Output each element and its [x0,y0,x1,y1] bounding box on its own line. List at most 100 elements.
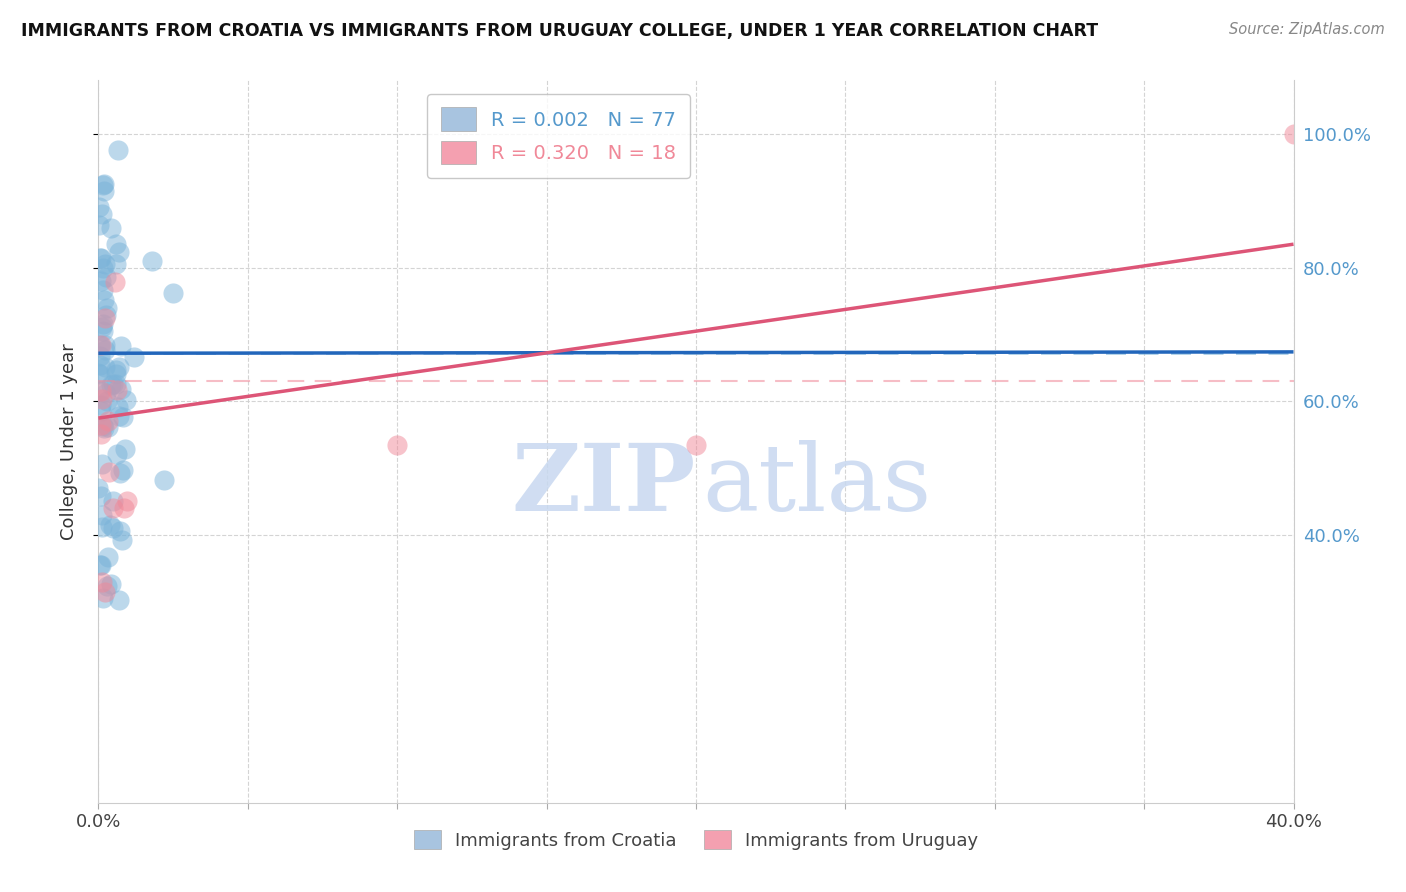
Point [104,367,127,381]
Point [93,293,115,307]
Point [104,376,127,391]
Point [104,362,127,376]
Point [93,184,115,198]
Point [105,383,128,397]
Y-axis label: College, Under 1 year: College, Under 1 year [59,343,77,540]
Point [685,438,707,452]
Point [89,368,111,382]
Point [100,577,122,591]
Point [91,283,114,297]
Point [89,384,111,398]
Point [162,285,184,300]
Point [89,349,111,363]
Point [101,376,124,391]
Point [89,338,111,352]
Point [97,414,120,428]
Point [103,501,125,516]
Point [97,420,120,434]
Point [108,524,131,538]
Point [96,579,118,593]
Point [87,219,110,233]
Point [89,558,111,573]
Point [1282,127,1305,141]
Point [98,518,122,533]
Point [103,494,125,508]
Point [104,237,127,252]
Point [110,339,132,353]
Point [108,466,131,480]
Point [100,220,122,235]
Point [107,359,129,374]
Point [96,301,118,315]
Point [87,201,110,215]
Point [124,350,146,364]
Point [112,501,135,516]
Point [90,207,112,221]
Point [94,338,117,352]
Point [94,308,117,322]
Point [90,508,112,522]
Point [105,447,128,461]
Point [98,465,121,479]
Point [94,311,117,326]
Point [107,244,129,259]
Point [91,317,114,331]
Point [90,384,112,399]
Point [90,418,112,433]
Point [90,404,112,418]
Point [100,377,122,392]
Legend: Immigrants from Croatia, Immigrants from Uruguay: Immigrants from Croatia, Immigrants from… [405,822,987,859]
Point [104,275,127,289]
Point [108,409,131,424]
Point [91,320,114,334]
Point [107,143,129,157]
Point [111,533,134,547]
Point [91,575,114,590]
Point [91,418,114,433]
Point [93,360,115,375]
Point [112,463,135,477]
Point [94,585,117,599]
Text: ZIP: ZIP [512,440,696,530]
Point [90,274,112,288]
Point [111,409,134,424]
Point [90,251,112,265]
Point [93,324,115,338]
Point [94,343,117,357]
Point [94,257,117,271]
Point [153,474,176,488]
Text: Source: ZipAtlas.com: Source: ZipAtlas.com [1229,22,1385,37]
Point [90,398,112,412]
Point [94,386,117,401]
Point [96,269,118,284]
Point [90,458,112,472]
Point [90,392,112,406]
Text: atlas: atlas [702,440,931,530]
Point [385,438,409,452]
Point [91,519,114,533]
Point [101,521,124,535]
Point [108,593,131,607]
Point [141,253,163,268]
Point [93,177,115,191]
Point [90,337,112,351]
Point [90,489,112,503]
Point [96,394,118,409]
Text: IMMIGRANTS FROM CROATIA VS IMMIGRANTS FROM URUGUAY COLLEGE, UNDER 1 YEAR CORRELA: IMMIGRANTS FROM CROATIA VS IMMIGRANTS FR… [21,22,1098,40]
Point [110,382,132,396]
Point [115,493,138,508]
Point [89,358,111,372]
Point [89,251,111,265]
Point [91,591,114,606]
Point [114,392,136,407]
Point [114,442,136,456]
Point [107,400,129,414]
Point [91,260,114,275]
Point [97,550,120,565]
Point [105,257,128,271]
Point [91,178,114,193]
Point [90,558,112,573]
Point [87,481,110,495]
Point [87,366,110,380]
Point [93,421,115,435]
